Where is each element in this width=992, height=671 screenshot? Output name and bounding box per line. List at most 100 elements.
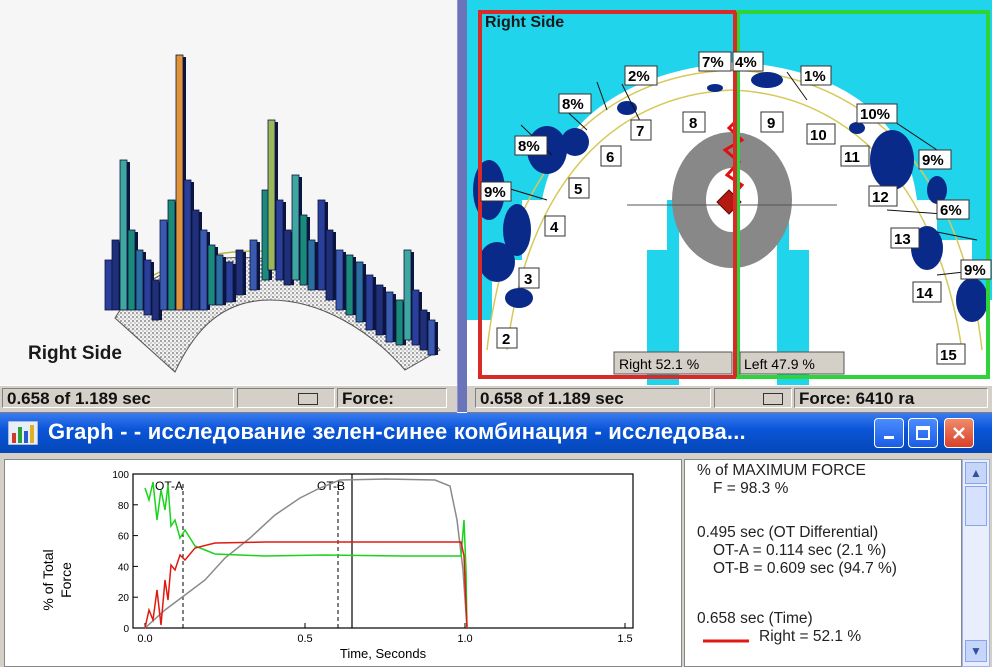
- svg-text:9%: 9%: [484, 184, 506, 201]
- percent-label: 8%: [514, 135, 548, 156]
- info-scrollbar[interactable]: ▲ ▼: [962, 459, 990, 667]
- ot-b-label: OT-B: [317, 479, 345, 493]
- force-3d-view[interactable]: Right Side: [0, 0, 457, 385]
- time-readout: 0.658 of 1.189 sec: [2, 388, 234, 408]
- scroll-down-button[interactable]: ▼: [965, 640, 987, 662]
- tooth-label: 10: [806, 123, 836, 145]
- tooth-label: 15: [936, 343, 966, 365]
- status-bar-left: 0.658 of 1.189 sec Force:: [0, 385, 457, 413]
- scroll-thumb[interactable]: [965, 486, 987, 526]
- percent-label: 2%: [624, 65, 658, 86]
- y-tick-label: 100: [112, 470, 129, 481]
- scroll-up-button[interactable]: ▲: [965, 462, 987, 484]
- force-time-graph[interactable]: % of Total Force 100 80 60 40 20 0 0.0 0.5 1.0 1…: [4, 459, 682, 667]
- svg-text:2: 2: [502, 331, 510, 348]
- info-line: Right = 52.1 %: [759, 628, 862, 645]
- percent-label: 7%: [698, 51, 732, 72]
- display-mode-icon[interactable]: [298, 393, 318, 405]
- status-cell-blank: [714, 388, 792, 408]
- info-line: F = 98.3 %: [713, 480, 789, 497]
- x-tick-label: 0.0: [137, 633, 152, 645]
- status-bar-right: 0.658 of 1.189 sec Force: 6410 ra: [467, 385, 992, 413]
- force-readout: Force:: [337, 388, 447, 408]
- force-bar-shade: [233, 264, 236, 302]
- info-line: OT-B = 0.609 sec (94.7 %): [713, 560, 897, 577]
- dental-arch-view[interactable]: 2 3 4 5 6 7 8: [467, 0, 992, 385]
- left-side-frame: [736, 10, 990, 379]
- x-tick-label: 1.5: [617, 633, 632, 645]
- arch-contact-map: 2 3 4 5 6 7 8: [467, 0, 992, 385]
- force-bar-shade: [353, 257, 356, 315]
- svg-text:9%: 9%: [922, 152, 944, 169]
- force-bar: [199, 229, 208, 311]
- svg-text:6: 6: [606, 149, 614, 166]
- pane-splitter[interactable]: [457, 0, 467, 412]
- x-axis-label: Time, Seconds: [340, 646, 427, 661]
- x-tick-label: 1.0: [457, 633, 472, 645]
- svg-text:1%: 1%: [804, 68, 826, 85]
- force-bar: [345, 254, 354, 316]
- force-bar: [127, 229, 136, 311]
- y-tick-label: 60: [118, 532, 130, 543]
- force-bar: [159, 219, 168, 311]
- force-bar: [175, 54, 184, 311]
- y-axis-label: Force: [58, 562, 74, 598]
- time-readout: 0.658 of 1.189 sec: [475, 388, 711, 408]
- info-line: 0.658 sec (Time): [697, 610, 813, 627]
- y-tick-label: 80: [118, 501, 130, 512]
- force-3d-plot: [104, 54, 441, 373]
- svg-text:14: 14: [916, 285, 933, 302]
- force-bar: [267, 119, 276, 271]
- svg-text:5: 5: [574, 181, 582, 198]
- x-tick-label: 0.5: [297, 633, 312, 645]
- force-bar: [419, 309, 428, 351]
- svg-text:10: 10: [810, 127, 827, 144]
- svg-text:8: 8: [689, 115, 697, 132]
- svg-text:2%: 2%: [628, 68, 650, 85]
- svg-text:15: 15: [940, 347, 957, 364]
- svg-text:12: 12: [872, 189, 889, 206]
- svg-text:9: 9: [767, 115, 775, 132]
- tooth-label: 6: [600, 145, 622, 167]
- y-tick-label: 40: [118, 562, 130, 573]
- tooth-labels: 2 3 4 5 6 7 8: [496, 111, 966, 365]
- force-bar: [355, 261, 364, 323]
- svg-text:11: 11: [844, 149, 860, 166]
- force-bar: [403, 249, 412, 341]
- force-bar-shade: [275, 122, 278, 270]
- tooth-label: 14: [912, 281, 942, 303]
- side-label: Right Side: [28, 343, 122, 364]
- close-button[interactable]: [944, 418, 974, 448]
- force-bar-shade: [243, 252, 246, 295]
- side-label: Right Side: [485, 14, 565, 31]
- force-bar: [104, 259, 113, 311]
- force-bar: [411, 289, 420, 346]
- minimize-button[interactable]: [874, 418, 904, 448]
- force-bar: [317, 199, 326, 291]
- tooth-label: 3: [518, 267, 540, 289]
- maximize-button[interactable]: [908, 418, 938, 448]
- display-mode-icon[interactable]: [763, 393, 783, 405]
- graph-title-bar[interactable]: Graph - - исследование зелен-синее комби…: [0, 413, 992, 453]
- tooth-label: 13: [890, 227, 920, 249]
- force-readout: Force: 6410 ra: [794, 388, 988, 408]
- percent-label: 10%: [856, 103, 898, 124]
- status-cell-blank: [237, 388, 335, 408]
- info-line: 0.495 sec (OT Differential): [697, 524, 879, 541]
- force-bar-shade: [363, 264, 366, 322]
- force-bar: [299, 214, 308, 286]
- percent-label: 9%: [480, 181, 512, 202]
- left-balance-label: Left 47.9 %: [744, 356, 815, 372]
- force-bar: [111, 239, 120, 311]
- force-bar-shade: [315, 242, 318, 290]
- graph-info-panel: % of MAXIMUM FORCE F = 98.3 % 0.495 sec …: [684, 459, 962, 667]
- force-bar: [275, 199, 284, 281]
- tooth-label: 4: [544, 215, 566, 237]
- svg-text:4%: 4%: [735, 54, 757, 71]
- tooth-label: 7: [630, 119, 652, 141]
- window-title: Graph - - исследование зелен-синее комби…: [48, 419, 746, 444]
- right-legend-swatch: [703, 639, 749, 643]
- y-tick-label: 0: [123, 624, 129, 635]
- svg-text:8%: 8%: [518, 138, 540, 155]
- graph-canvas: % of Total Force 100 80 60 40 20 0 0.0 0.5 1.0 1…: [40, 470, 634, 661]
